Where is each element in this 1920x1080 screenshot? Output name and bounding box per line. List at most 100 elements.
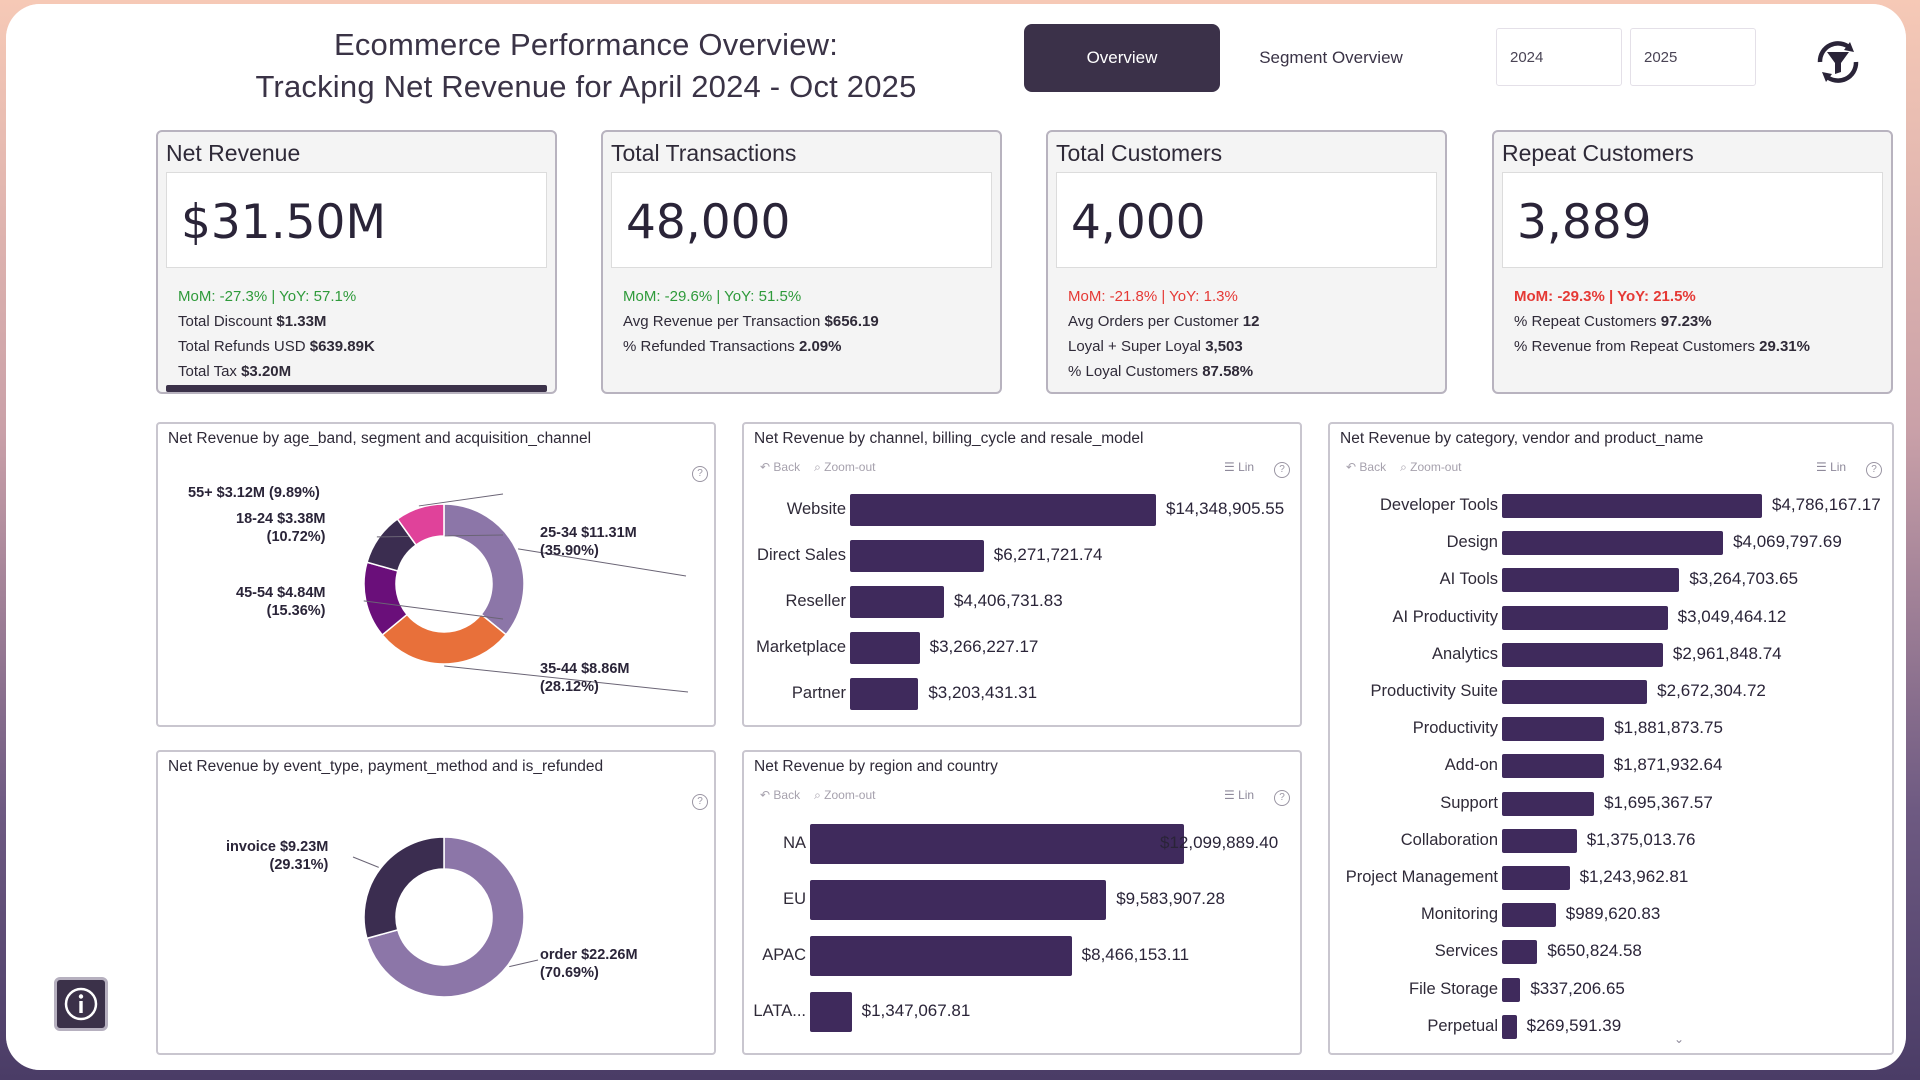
bar-data-label: $1,375,013.76 [1586,829,1696,849]
bar-productivity-suite[interactable] [1502,680,1648,704]
lin-button[interactable]: ☰ Lin [1224,460,1255,474]
kpi-value: 4,000 [1071,195,1206,250]
kpi-card: Total Customers 4,000 MoM: -21.8% | YoY: 1… [1046,130,1447,394]
year-2024-slicer[interactable]: 2024 [1496,28,1622,86]
bar-perpetual[interactable] [1502,1014,1517,1039]
chart-title: Net Revenue by category, vendor and prod… [1340,430,1704,447]
bar-direct-sales[interactable] [850,540,984,572]
data-label-18-24-line: 18-24 $3.38M [236,511,326,527]
zoom-out-button[interactable]: ⌕ Zoom-out [1400,460,1462,474]
bar-file-storage[interactable] [1502,977,1521,1002]
zoom-out-button[interactable]: ⌕ Zoom-out [814,460,876,474]
bar-add-on[interactable] [1502,754,1604,779]
bar-na[interactable] [810,824,1184,864]
data-label-order-line: (70.69%) [540,965,599,981]
scroll-down-icon[interactable]: ⌄ [1674,1032,1685,1046]
kpi-detail-label: Total Refunds USD [178,338,310,355]
leader-line [363,600,504,620]
data-label-25-34-line: 25-34 $11.31M [540,525,637,541]
help-icon[interactable]: ? [1866,462,1882,478]
back-button[interactable]: ↶ Back [760,788,801,802]
bar-category-label: AI Tools [1439,570,1498,589]
page-title: Ecommerce Performance Overview: Tracking… [156,24,1016,108]
kpi-detail-label: % Refunded Transactions [623,338,799,355]
chart-toolbar: ↶ Back ⌕ Zoom-out [760,788,876,803]
kpi-detail-value: 3,503 [1205,338,1243,355]
help-icon[interactable]: ? [1274,462,1290,478]
bar-data-label: $1,871,932.64 [1613,755,1723,775]
zoom-out-button[interactable]: ⌕ Zoom-out [814,788,876,802]
bar-developer-tools[interactable] [1502,494,1762,518]
funnel-icon[interactable] [1810,34,1866,90]
donut-slice-25-34[interactable] [443,503,525,636]
bar-category-label: Productivity Suite [1370,682,1498,700]
donut-chart-age-band [363,493,689,693]
kpi-detail-label: Avg Revenue per Transaction [623,313,825,330]
lin-label: Lin [1238,460,1255,474]
back-button[interactable]: ↶ Back [1346,460,1387,474]
bar-category-label: Reseller [785,592,846,610]
kpi-detail-line: Loyal + Super Loyal 3,503 [1068,334,1259,359]
bar-ai-productivity[interactable] [1502,605,1668,630]
lin-button[interactable]: ☰ Lin [1816,460,1847,474]
kpi-detail-value: $1.33M [276,313,327,330]
bar-analytics[interactable] [1502,642,1663,667]
bar-data-label: $1,243,962.81 [1579,867,1689,886]
tab-segment-overview[interactable]: Segment Overview [1259,48,1403,67]
bar-ai-tools[interactable] [1502,568,1680,593]
donut-slice-invoice[interactable] [363,836,445,940]
help-icon[interactable]: ? [692,466,708,482]
bar-apac[interactable] [810,936,1072,976]
kpi-detail-line: % Revenue from Repeat Customers 29.31% [1514,334,1810,359]
bar-monitoring[interactable] [1502,903,1556,928]
kpi-detail-label: Total Discount [178,313,277,330]
bar-collaboration[interactable] [1502,828,1577,853]
kpi-card: Net Revenue $31.50M MoM: -27.3% | YoY: 57.… [156,130,557,394]
kpi-detail-line: % Refunded Transactions 2.09% [623,334,879,359]
donut-panel-event-type: Net Revenue by event_type, payment_metho… [156,750,716,1055]
help-icon[interactable]: ? [692,794,708,810]
data-label-25-34: 25-34 $11.31M (35.90%) [540,524,637,560]
kpi-trend: MoM: -29.6% | YoY: 51.5% [623,288,802,305]
bar-partner[interactable] [850,678,919,710]
bar-lata-[interactable] [810,992,852,1032]
bar-category-label: Support [1440,793,1498,812]
bar-marketplace[interactable] [850,632,920,664]
donut-slice-55-[interactable] [396,503,445,547]
bar-services[interactable] [1502,940,1538,965]
bar-website[interactable] [850,494,1156,526]
bar-data-label: $3,203,431.31 [928,683,1038,702]
bar-eu[interactable] [810,880,1107,920]
bar-category-label: Website [786,500,846,518]
data-label-45-54-line: (15.36%) [266,603,326,619]
kpi-details: MoM: -29.6% | YoY: 51.5% Avg Revenue per … [623,284,879,359]
kpi-detail-value: 97.23% [1660,313,1712,330]
bar-support[interactable] [1502,791,1595,816]
kpi-detail-line: Total Refunds USD $639.89K [178,334,375,359]
tab-overview[interactable]: Overview [1024,24,1220,92]
data-label-18-24: 18-24 $3.38M (10.72%) [236,510,325,546]
back-label: Back [773,788,801,802]
kpi-title: Total Transactions [611,140,797,166]
year-2025-slicer[interactable]: 2025 [1630,28,1756,86]
back-button[interactable]: ↶ Back [760,460,801,474]
bar-design[interactable] [1502,531,1724,556]
bar-category-label: LATA... [753,1002,806,1020]
bar-productivity[interactable] [1502,717,1605,742]
kpi-detail-value: 12 [1242,313,1260,330]
lin-button[interactable]: ☰ Lin [1224,788,1255,802]
bar-project-management[interactable] [1502,866,1570,890]
data-label-18-24-line: (10.72%) [266,529,326,545]
data-label-invoice-line: invoice $9.23M [226,839,329,855]
bar-reseller[interactable] [850,586,944,618]
info-icon[interactable] [54,977,108,1031]
donut-slice-order[interactable] [365,836,525,998]
data-label-45-54: 45-54 $4.84M (15.36%) [236,584,325,620]
kpi-value-box: 3,889 [1502,172,1883,268]
kpi-detail-value: 29.31% [1759,338,1810,355]
kpi-detail-line: Total Tax $3.20M [178,359,375,384]
kpi-detail-label: % Loyal Customers [1068,363,1203,380]
donut-slice-35-44[interactable] [381,613,508,665]
help-icon[interactable]: ? [1274,790,1290,806]
kpi-detail-label: Avg Orders per Customer [1068,313,1243,330]
